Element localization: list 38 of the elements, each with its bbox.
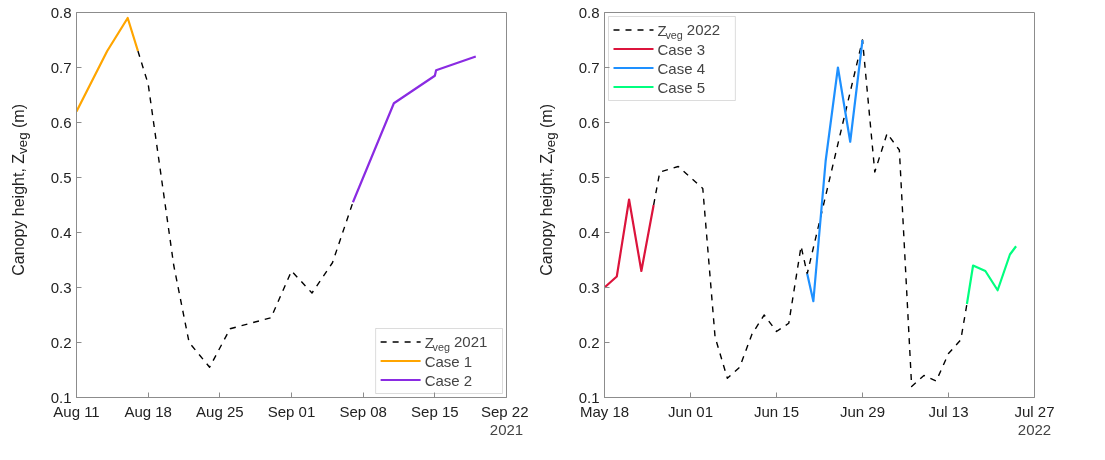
y-tick-label: 0.3 (50, 278, 72, 296)
line-series (137, 50, 354, 368)
x-tick-label: Sep 08 (339, 402, 387, 420)
text: 2021 (489, 420, 524, 438)
y-tick-label: 0.8 (578, 3, 600, 21)
x-tick-label: Jun 29 (839, 402, 886, 420)
x-tick-label: Aug 18 (124, 402, 172, 420)
legend-label: Case 3 (657, 40, 706, 58)
y-tick-label: 0.8 (50, 3, 72, 21)
x-tick-label: Jul 27 (1014, 402, 1055, 420)
legend-label: Case 2 (424, 371, 473, 389)
x-tick-label: Jun 01 (667, 402, 714, 420)
y-tick-label: 0.5 (578, 168, 600, 186)
y-tick-label: 0.4 (50, 223, 72, 241)
y-tick-label: 0.2 (50, 333, 72, 351)
y-tick-label: 0.7 (578, 58, 600, 76)
x-tick-label: Jun 15 (753, 402, 800, 420)
line-series (351, 55, 477, 204)
line-series (604, 198, 655, 289)
y-tick-label: 0.3 (578, 278, 600, 296)
x-tick-label: Aug 25 (196, 402, 244, 420)
y-tick-label: 0.6 (50, 113, 72, 131)
x-tick-label: Sep 01 (267, 402, 316, 420)
line-series (965, 245, 1018, 306)
legend-label: Case 1 (424, 352, 473, 370)
line-series (806, 38, 864, 303)
y-tick-label: 0.4 (578, 223, 600, 241)
x-tick-label: Sep 15 (411, 402, 459, 420)
legend-label: Case 4 (657, 59, 706, 77)
x-tick-label: Jul 13 (928, 402, 969, 420)
y-tick-label: 0.2 (578, 333, 600, 351)
y-tick-label: 0.5 (50, 168, 72, 186)
y-tick-label: 0.6 (578, 113, 600, 131)
line-series (652, 39, 968, 388)
text: 2022 (1017, 420, 1052, 438)
y-tick-label: 0.7 (50, 58, 72, 76)
x-tick-label: Sep 22 (480, 402, 529, 420)
legend-label: Case 5 (657, 78, 706, 96)
